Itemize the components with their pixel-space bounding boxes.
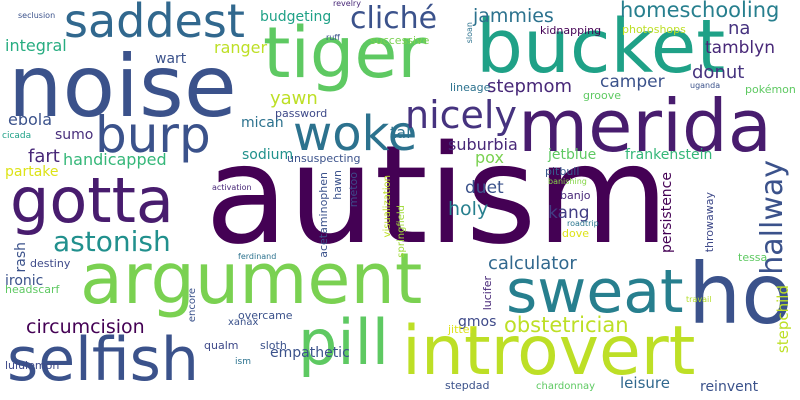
word-acetaminophen: acetaminophen — [317, 172, 330, 258]
word-sloan: sloan — [465, 22, 474, 44]
word-qualm: qualm — [204, 339, 239, 352]
word-leisure: leisure — [620, 374, 670, 392]
word-sodium: sodium — [242, 147, 294, 163]
word-empathetic: empathetic — [270, 345, 350, 361]
word-sumo: sumo — [55, 127, 94, 143]
word-homeschooling: homeschooling — [620, 0, 780, 22]
word-donut: donut — [692, 62, 745, 83]
word-hawn: hawn — [331, 170, 344, 200]
word-partake: partake — [5, 164, 59, 180]
word-micah: micah — [241, 115, 284, 131]
word-lineage: lineage — [450, 81, 491, 94]
word-roadtrip: roadtrip — [567, 219, 599, 228]
word-sloth: sloth — [260, 339, 287, 352]
word-na: na — [728, 18, 751, 39]
word-xanax: xanax — [228, 317, 259, 328]
word-saddest: saddest — [64, 0, 245, 48]
word-springfield: springfield — [396, 205, 407, 258]
word-gotta: gotta — [10, 164, 174, 237]
word-selfish: selfish — [7, 325, 199, 395]
word-frankenstein: frankenstein — [625, 147, 713, 163]
word-jetblue: jetblue — [548, 147, 597, 163]
word-astonish: astonish — [53, 225, 171, 258]
word-calculator: calculator — [488, 253, 577, 274]
word-banishing: banishing — [548, 177, 587, 186]
word-tal: tal — [390, 123, 411, 142]
word-ebola: ebola — [8, 110, 53, 129]
word-uganda: uganda — [690, 81, 721, 90]
word-kang: kang — [548, 203, 590, 223]
word-throwaway: throwaway — [703, 192, 716, 253]
word-banjo: banjo — [560, 189, 591, 202]
word-seclusion: seclusion — [18, 11, 56, 20]
word-persistence: persistence — [659, 172, 675, 254]
word-stepdad: stepdad — [445, 379, 490, 392]
word-overcame: overcame — [238, 309, 293, 322]
word-tiger: tiger — [263, 12, 427, 94]
word-revelry: revelry — [333, 0, 361, 8]
word-autism: autism — [205, 117, 669, 275]
word-encore: encore — [187, 288, 198, 323]
word-photoshops: photoshops — [622, 23, 686, 36]
word-fart: fart — [28, 146, 60, 167]
word-chardonnay: chardonnay — [536, 381, 596, 392]
word-merida: merida — [518, 84, 772, 168]
word-travail: travail — [686, 295, 712, 304]
word-dove: dove — [562, 227, 589, 240]
word-cliché: cliché — [350, 1, 438, 36]
word-activation: activation — [212, 183, 252, 192]
word-pill: pill — [298, 306, 390, 379]
word-pokémon: pokémon — [745, 83, 796, 96]
word-stepmom: stepmom — [487, 76, 573, 97]
word-camper: camper — [600, 72, 665, 92]
word-ruff: ruff — [326, 33, 340, 42]
word-gmos: gmos — [458, 314, 497, 330]
word-introvert: introvert — [402, 312, 696, 391]
word-password: password — [275, 107, 328, 120]
word-handicapped: handicapped — [63, 150, 167, 169]
word-ranger: ranger — [214, 38, 268, 57]
word-argument: argument — [80, 238, 423, 320]
word-pox: pox — [475, 148, 504, 167]
word-jammies: jammies — [473, 5, 554, 27]
word-headscarf: headscarf — [5, 283, 60, 296]
word-tessa: tessa — [738, 251, 768, 264]
word-bucket: bucket — [476, 4, 726, 90]
word-rash: rash — [13, 242, 29, 273]
word-budgeting: budgeting — [260, 9, 332, 25]
word-circumcision: circumcision — [26, 316, 145, 338]
word-groove: groove — [583, 89, 622, 102]
word-pitbull: pitbull — [545, 165, 580, 178]
word-lucifer: lucifer — [481, 276, 494, 311]
word-ferdinand: ferdinand — [238, 252, 277, 261]
word-tamblyn: tamblyn — [705, 38, 775, 58]
word-jitter: jitter — [448, 323, 475, 336]
word-metoo: metoo — [347, 172, 360, 208]
word-stepchild: stepchild — [774, 285, 792, 354]
word-burp: burp — [95, 106, 211, 164]
word-yawn: yawn — [270, 88, 318, 109]
word-visualization: visualization — [382, 175, 393, 238]
word-suburbia: suburbia — [448, 135, 518, 154]
word-sweat: sweat — [506, 257, 684, 327]
word-obstetrician: obstetrician — [504, 313, 629, 337]
word-lululemon: lululemon — [5, 359, 60, 372]
word-holy: holy — [448, 198, 489, 220]
word-destiny: destiny — [30, 257, 71, 270]
word-ho: ho — [688, 245, 793, 343]
word-ironic: ironic — [5, 273, 44, 289]
word-ism: ism — [235, 357, 251, 367]
word-wart: wart — [155, 51, 187, 67]
word-nicely: nicely — [405, 93, 517, 137]
word-integral: integral — [5, 36, 67, 55]
word-reinvent: reinvent — [700, 379, 759, 395]
word-woke: woke — [293, 106, 418, 162]
word-noise: noise — [8, 37, 237, 137]
word-kidnapping: kidnapping — [540, 24, 602, 37]
word-unsuspecting: unsuspecting — [287, 152, 361, 165]
word-successive: successive — [370, 34, 430, 47]
word-duet: duet — [465, 178, 504, 198]
word-cicada: cicada — [2, 131, 32, 141]
